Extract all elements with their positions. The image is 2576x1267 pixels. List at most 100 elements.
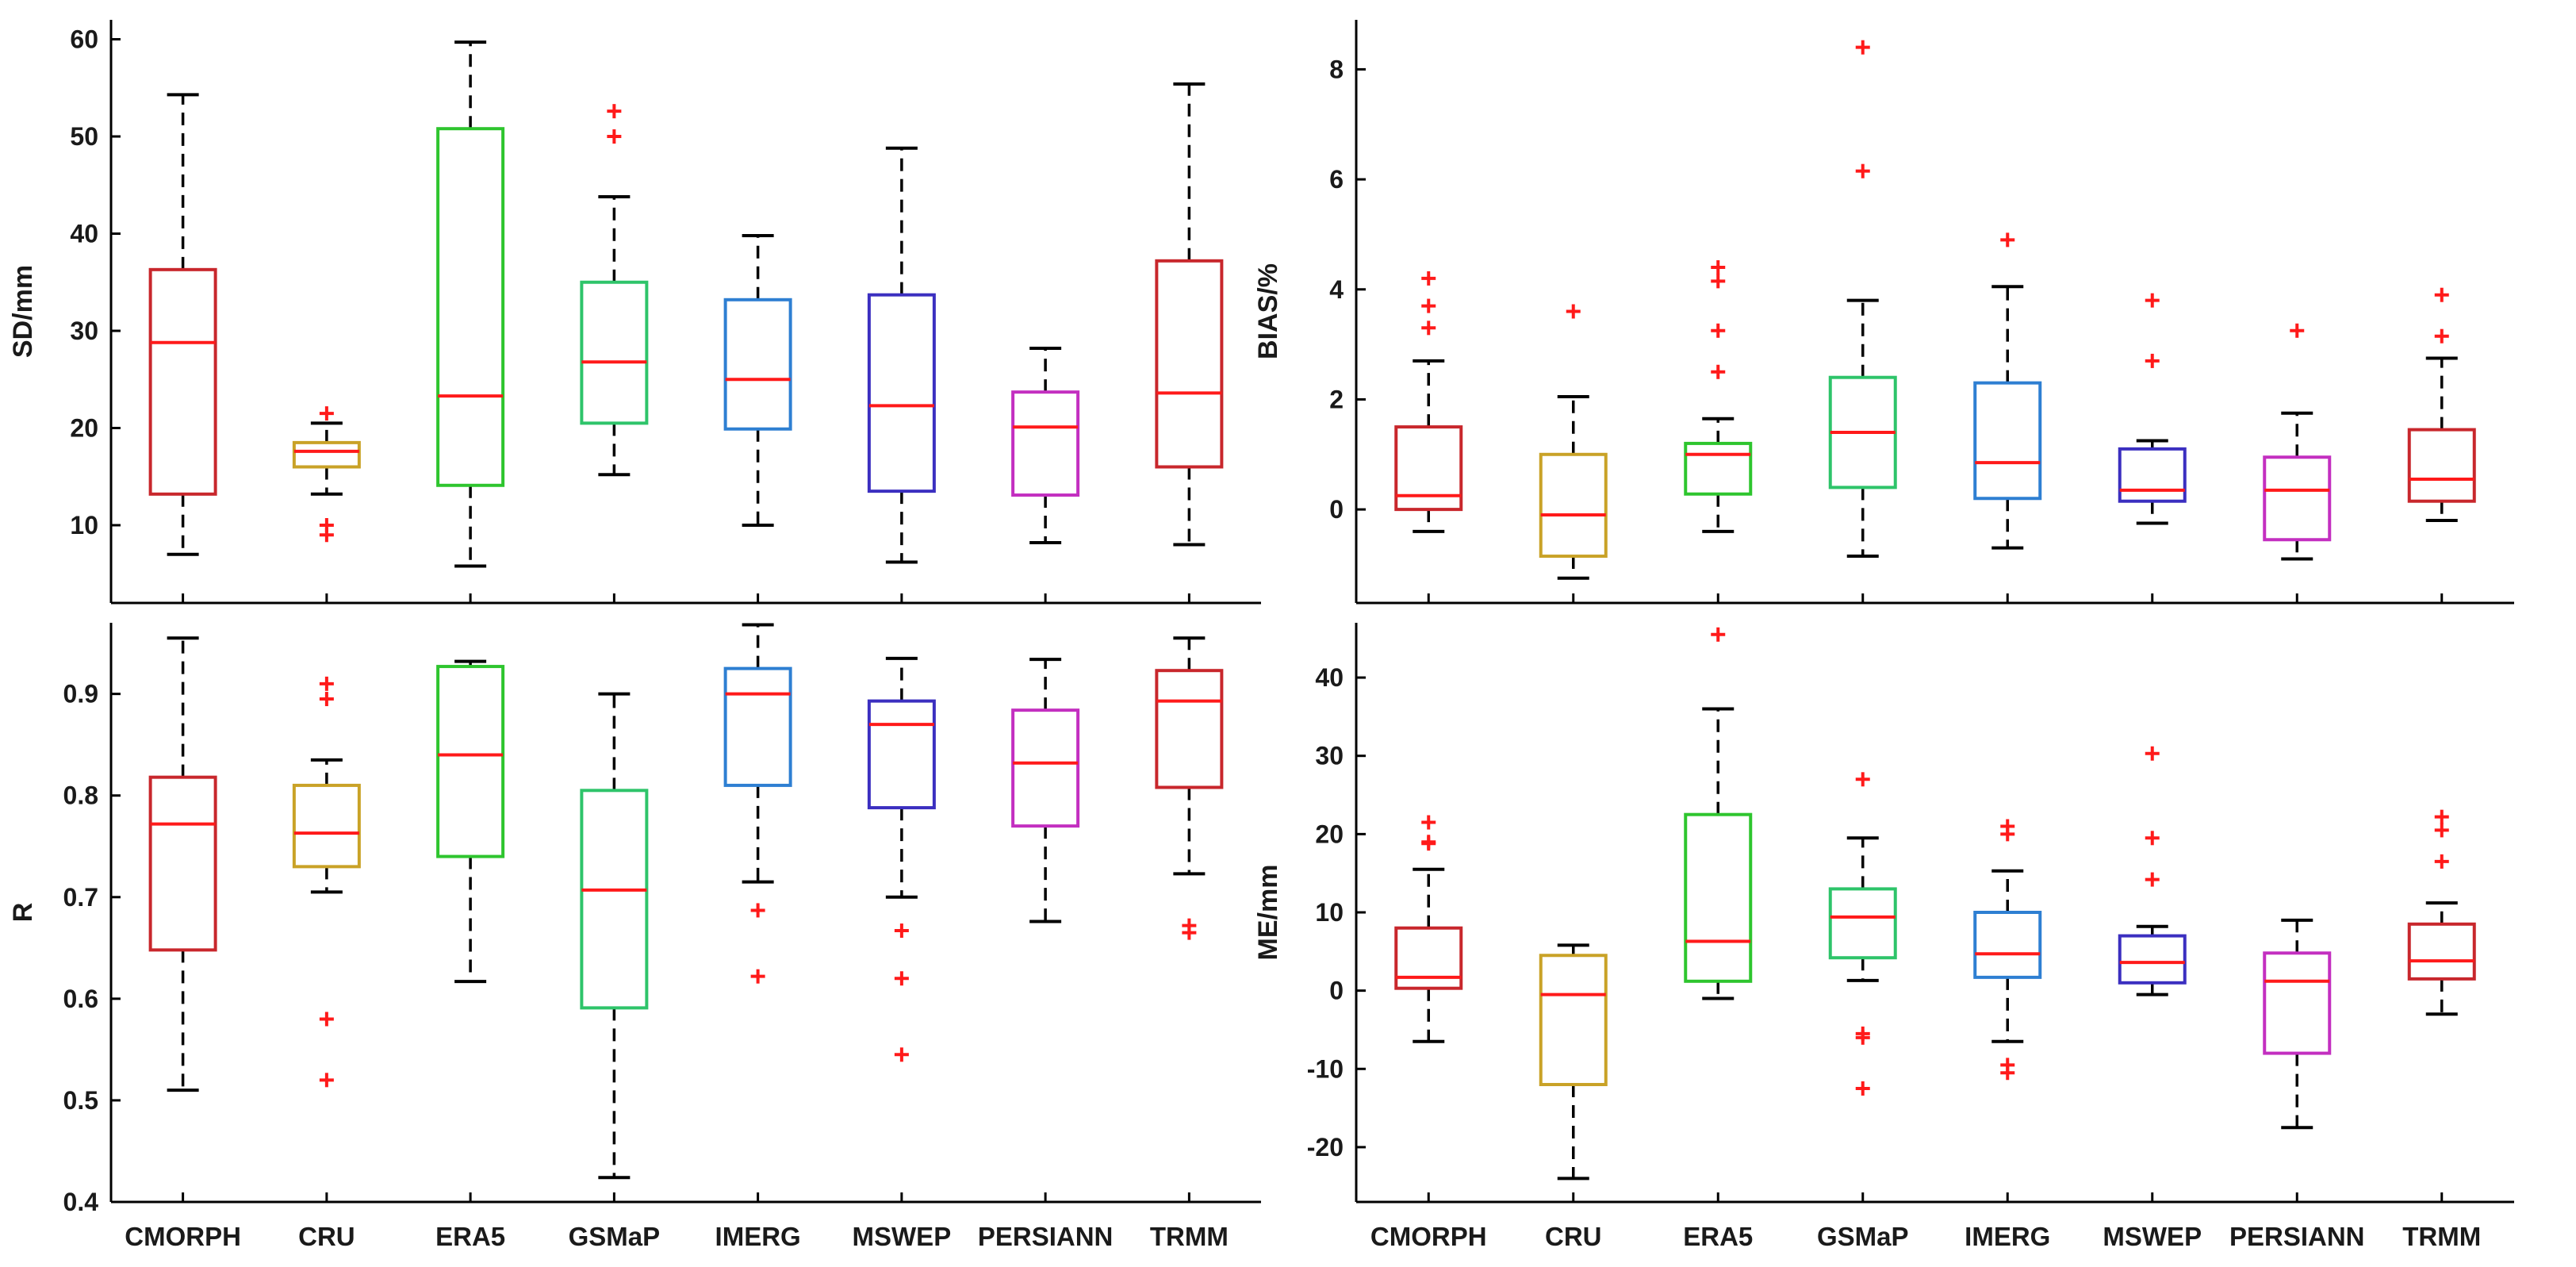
- y-tick-label: 60: [70, 25, 98, 54]
- outlier-marker: [319, 528, 334, 543]
- y-tick-label: 0.9: [63, 680, 98, 708]
- outlier-marker: [1421, 321, 1436, 336]
- y-tick-label: 50: [70, 122, 98, 151]
- outlier-marker: [2000, 232, 2015, 248]
- box-iqr: [580, 280, 649, 425]
- box-mswep: [2118, 746, 2187, 996]
- outlier-marker: [2145, 831, 2160, 846]
- y-tick-label: 2: [1329, 385, 1344, 413]
- outlier-marker: [894, 971, 909, 986]
- outlier-marker: [319, 1012, 334, 1027]
- outlier-marker: [607, 129, 622, 144]
- box-iqr: [2407, 922, 2476, 981]
- box-era5: [436, 659, 505, 984]
- y-axis-label: SD/mm: [8, 265, 38, 358]
- box-iqr: [1394, 926, 1463, 990]
- y-tick-label: 10: [70, 511, 98, 539]
- box-cmorph: [1394, 815, 1463, 1043]
- box-cmorph: [148, 636, 217, 1092]
- box-iqr: [1155, 669, 1224, 789]
- box-iqr: [1011, 708, 1080, 828]
- box-cmorph: [1394, 271, 1463, 533]
- box-cmorph: [148, 93, 217, 556]
- y-tick-label: 6: [1329, 165, 1344, 194]
- x-tick-label: GSMaP: [569, 1222, 661, 1251]
- box-iqr: [2407, 428, 2476, 503]
- outlier-marker: [2434, 287, 2449, 302]
- box-persiann: [2263, 918, 2332, 1130]
- y-tick-label: 0.7: [63, 883, 98, 912]
- y-tick-label: 0: [1329, 495, 1344, 524]
- outlier-marker: [2434, 809, 2449, 824]
- box-trmm: [1155, 636, 1224, 940]
- outlier-marker: [2434, 854, 2449, 869]
- outlier-marker: [1855, 163, 1870, 179]
- outlier-marker: [1855, 1081, 1870, 1096]
- outlier-marker: [1855, 40, 1870, 55]
- y-axis-label: ME/mm: [1253, 865, 1283, 961]
- panel-bottom-left: 0.4 0.5 0.6 0.7 0.8 0.9 R CMORPH CRU ERA5 GSMaP IME…: [8, 623, 1261, 1251]
- box-iqr: [2263, 951, 2332, 1055]
- outlier-marker: [2145, 353, 2160, 368]
- box-iqr: [1155, 259, 1224, 469]
- outlier-marker: [2000, 827, 2015, 842]
- panel-bottom-right: -20 -10 0 10 20 30 40 ME/mm CMORPH CRU ERA5 GSMaP IM…: [1253, 623, 2514, 1251]
- outlier-marker: [2145, 746, 2160, 761]
- box-era5: [436, 40, 505, 568]
- box-trmm: [1155, 82, 1224, 547]
- box-trmm: [2407, 809, 2476, 1016]
- box-iqr: [1011, 390, 1080, 497]
- box-iqr: [2263, 455, 2332, 542]
- outlier-marker: [1421, 298, 1436, 313]
- y-tick-label: 20: [1315, 820, 1344, 848]
- outlier-marker: [1855, 1030, 1870, 1045]
- outlier-marker: [1421, 815, 1436, 830]
- x-tick-label: CMORPH: [1370, 1222, 1487, 1251]
- outlier-marker: [750, 969, 765, 984]
- box-iqr: [580, 789, 649, 1010]
- x-tick-label: CRU: [1545, 1222, 1602, 1251]
- box-iqr: [1539, 452, 1608, 559]
- y-tick-label: 30: [1315, 742, 1344, 770]
- outlier-marker: [1566, 304, 1581, 319]
- outlier-marker: [2000, 1065, 2015, 1081]
- outlier-marker: [607, 104, 622, 119]
- box-iqr: [1539, 954, 1608, 1087]
- box-cru: [1539, 943, 1608, 1181]
- y-tick-label: 0.6: [63, 985, 98, 1013]
- x-tick-label: GSMaP: [1817, 1222, 1909, 1251]
- box-gsmap: [1828, 772, 1897, 1096]
- outlier-marker: [319, 692, 334, 707]
- x-tick-label: CRU: [298, 1222, 355, 1251]
- outlier-marker: [2290, 323, 2305, 338]
- box-iqr: [1973, 381, 2042, 501]
- x-tick-label: ERA5: [435, 1222, 505, 1251]
- outlier-marker: [1711, 627, 1726, 642]
- x-tick-label: MSWEP: [2103, 1222, 2202, 1251]
- y-tick-label: 0.5: [63, 1086, 98, 1115]
- box-persiann: [2263, 323, 2332, 561]
- outlier-marker: [750, 903, 765, 918]
- outlier-marker: [1182, 925, 1197, 940]
- y-tick-label: 20: [70, 414, 98, 443]
- box-iqr: [292, 440, 361, 469]
- y-tick-label: 4: [1329, 275, 1344, 304]
- x-tick-label: PERSIANN: [978, 1222, 1114, 1251]
- box-trmm: [2407, 287, 2476, 522]
- box-iqr: [1684, 441, 1753, 496]
- box-gsmap: [1828, 40, 1897, 559]
- y-tick-label: 0: [1329, 977, 1344, 1005]
- box-gsmap: [580, 104, 649, 477]
- box-era5: [1684, 260, 1753, 533]
- y-tick-label: 8: [1329, 55, 1344, 83]
- box-iqr: [1973, 911, 2042, 979]
- x-tick-label: ERA5: [1683, 1222, 1753, 1251]
- x-tick-label: IMERG: [1965, 1222, 2050, 1251]
- box-persiann: [1011, 658, 1080, 923]
- x-tick-label: IMERG: [715, 1222, 801, 1251]
- x-tick-label: TRMM: [2402, 1222, 2481, 1251]
- outlier-marker: [1421, 271, 1436, 286]
- box-persiann: [1011, 347, 1080, 545]
- box-imerg: [723, 233, 792, 527]
